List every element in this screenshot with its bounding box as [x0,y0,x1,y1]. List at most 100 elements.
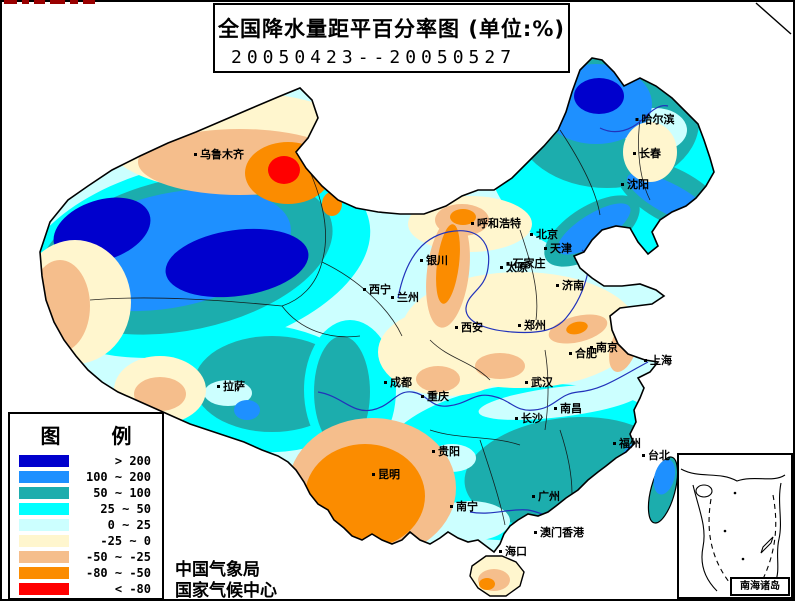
legend-row: 100 ~ 200 [10,469,162,485]
city-label: 澳门香港 [540,525,585,539]
city-dot [534,531,537,534]
legend-swatch [19,567,69,579]
city-label: 长沙 [521,411,543,425]
city-label: 成都 [390,375,412,389]
legend-row: -25 ~ 0 [10,533,162,549]
inset-map [680,468,786,592]
city-label: 兰州 [397,290,419,304]
city-dot [554,407,557,410]
city-label: 台北 [648,448,670,462]
city-dot [421,395,424,398]
legend-swatch [19,519,69,531]
city-dot [642,454,645,457]
south-china-sea-inset: 南海诸岛 [677,453,793,599]
city-label: 乌鲁木齐 [200,147,245,161]
city-dot [450,505,453,508]
date-range: 20050423--20050527 [231,47,517,68]
city-label: 银川 [426,253,448,267]
city-dot [621,183,624,186]
city-label: 长春 [639,146,662,160]
city-dot [391,296,394,299]
city-dot [530,233,533,236]
city-dot [556,284,559,287]
city-label: 贵阳 [438,444,460,458]
legend-label: < -80 [114,582,151,596]
legend-row: < -80 [10,581,162,597]
city-dot [644,359,647,362]
city-label: 石家庄 [512,256,546,270]
city-label: 天津 [550,241,572,255]
legend-label: 25 ~ 50 [100,502,151,516]
city-dot [372,473,375,476]
city-label: 拉萨 [223,379,245,393]
city-dot [432,450,435,453]
city-label: 广州 [538,489,560,503]
legend-row: 0 ~ 25 [10,517,162,533]
legend-label: -80 ~ -50 [85,566,151,580]
legend-row: 25 ~ 50 [10,501,162,517]
city-label: 海口 [505,544,527,558]
clipped-red-text-fragment [4,0,95,4]
legend-label: 100 ~ 200 [85,470,151,484]
city-dot [384,381,387,384]
city-dot [363,288,366,291]
city-label: 呼和浩特 [477,216,521,230]
city-dot [471,222,474,225]
legend-box: 图 例 > 200 100 ~ 200 50 ~ 100 25 ~ 50 0 ~ 25 -… [8,412,164,600]
city-label: 上海 [650,353,672,367]
inset-label: 南海诸岛 [730,577,790,596]
legend-swatch [19,551,69,563]
city-dot [635,118,639,121]
legend-row: -50 ~ -25 [10,549,162,565]
corner-diagonal-line [755,2,792,35]
legend-title: 图 例 [40,424,154,448]
agency-line1: 中国气象局 [175,560,260,580]
title-box: 全国降水量距平百分率图 (单位:%) 20050423--20050527 [213,3,570,73]
city-dot [613,442,616,445]
city-label: 重庆 [427,389,449,403]
city-dot [544,247,547,250]
city-label: 郑州 [524,318,546,332]
legend-label: -50 ~ -25 [85,550,151,564]
city-label: 南昌 [560,401,582,415]
legend-row: -80 ~ -50 [10,565,162,581]
city-label: 南京 [596,340,618,354]
city-dot [217,385,220,388]
city-dot [569,352,572,355]
city-dot [500,266,503,269]
legend-swatch [19,503,69,515]
agency-credit: 中国气象局 国家气候中心 [175,560,277,602]
agency-line2: 国家气候中心 [175,581,277,601]
city-label: 福州 [618,436,641,450]
legend-label: 0 ~ 25 [107,518,151,532]
city-dot [590,346,593,349]
city-label: 太原 [505,260,528,274]
hainan-island [469,555,525,597]
legend-rows: > 200 100 ~ 200 50 ~ 100 25 ~ 50 0 ~ 25 -25 ~… [10,453,162,597]
city-dot [532,495,535,498]
legend-swatch [19,455,69,467]
city-label: 济南 [562,278,584,292]
city-dot [455,326,458,329]
china-outline [39,57,715,554]
legend-label: > 200 [114,454,151,468]
city-dot [518,324,521,327]
city-dot [506,262,510,265]
city-dot [194,153,197,156]
city-label: 西宁 [369,282,391,296]
city-label: 沈阳 [627,177,649,191]
legend-label: 50 ~ 100 [93,486,151,500]
legend-swatch [19,471,69,483]
city-dot [633,152,636,155]
legend-row: 50 ~ 100 [10,485,162,501]
city-dot [515,417,518,420]
city-label: 武汉 [531,375,554,389]
legend-label: -25 ~ 0 [100,534,151,548]
legend-row: > 200 [10,453,162,469]
city-dot [525,381,528,384]
legend-swatch [19,535,69,547]
city-label: 昆明 [378,468,400,481]
city-label: 合肥 [575,346,597,360]
city-label: 西安 [461,320,483,334]
